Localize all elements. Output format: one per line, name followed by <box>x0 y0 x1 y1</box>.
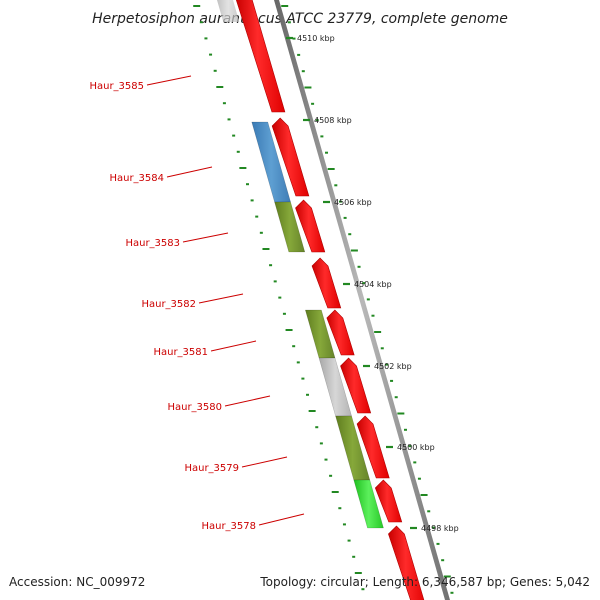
cog-block <box>217 0 240 22</box>
outer-tick-track <box>281 5 454 594</box>
position-label: 4510 kbp <box>297 34 335 43</box>
gene-leader-line <box>198 293 244 304</box>
gene-label: Haur_3585 <box>89 81 144 92</box>
cds-arrow <box>295 199 326 253</box>
gene-leader-line <box>166 166 213 178</box>
gene-label: Haur_3579 <box>184 463 239 474</box>
inner-tick-track <box>193 5 365 591</box>
cds-track <box>235 0 425 600</box>
gene-leader-line <box>146 75 192 86</box>
map-title: Herpetosiphon aurantiacus ATCC 23779, co… <box>92 11 508 27</box>
cds-arrow <box>235 0 286 113</box>
position-label: 4508 kbp <box>314 116 352 125</box>
backbone-line <box>274 0 450 600</box>
gene-labels: Haur_3585 Haur_3584 Haur_3583 Haur_3582 Haur… <box>89 75 305 532</box>
position-label: 4498 kbp <box>421 524 459 533</box>
position-labels: 4510 kbp 4508 kbp 4506 kbp 4504 kbp 4502 kbp… <box>286 34 459 533</box>
gene-leader-line <box>241 456 288 468</box>
cds-arrow <box>356 415 390 479</box>
gene-label: Haur_3582 <box>141 299 196 310</box>
gene-label: Haur_3580 <box>167 402 222 413</box>
cds-arrow <box>271 117 310 197</box>
gene-label: Haur_3584 <box>109 173 164 184</box>
gene-label: Haur_3581 <box>153 347 208 358</box>
position-label: 4500 kbp <box>397 443 435 452</box>
position-label: 4506 kbp <box>334 198 372 207</box>
cog-track <box>217 0 384 529</box>
cds-arrow <box>374 479 403 523</box>
cog-block <box>274 201 306 253</box>
gene-label: Haur_3583 <box>125 238 180 249</box>
gene-leader-line <box>182 232 229 243</box>
cds-arrow <box>340 357 372 414</box>
gene-leader-line <box>210 340 257 352</box>
cds-arrow <box>311 257 342 309</box>
cog-block <box>353 479 384 529</box>
cds-arrow <box>326 309 355 356</box>
gene-leader-line <box>258 513 305 526</box>
position-label: 4504 kbp <box>354 280 392 289</box>
position-label: 4502 kbp <box>374 362 412 371</box>
gene-leader-line <box>224 395 271 407</box>
genome-backbone <box>274 0 450 600</box>
accession-label: Accession: NC_009972 <box>9 575 145 589</box>
gene-label: Haur_3578 <box>201 521 256 532</box>
genome-summary: Topology: circular; Length: 6,346,587 bp… <box>259 575 590 589</box>
cds-arrow <box>388 525 425 600</box>
